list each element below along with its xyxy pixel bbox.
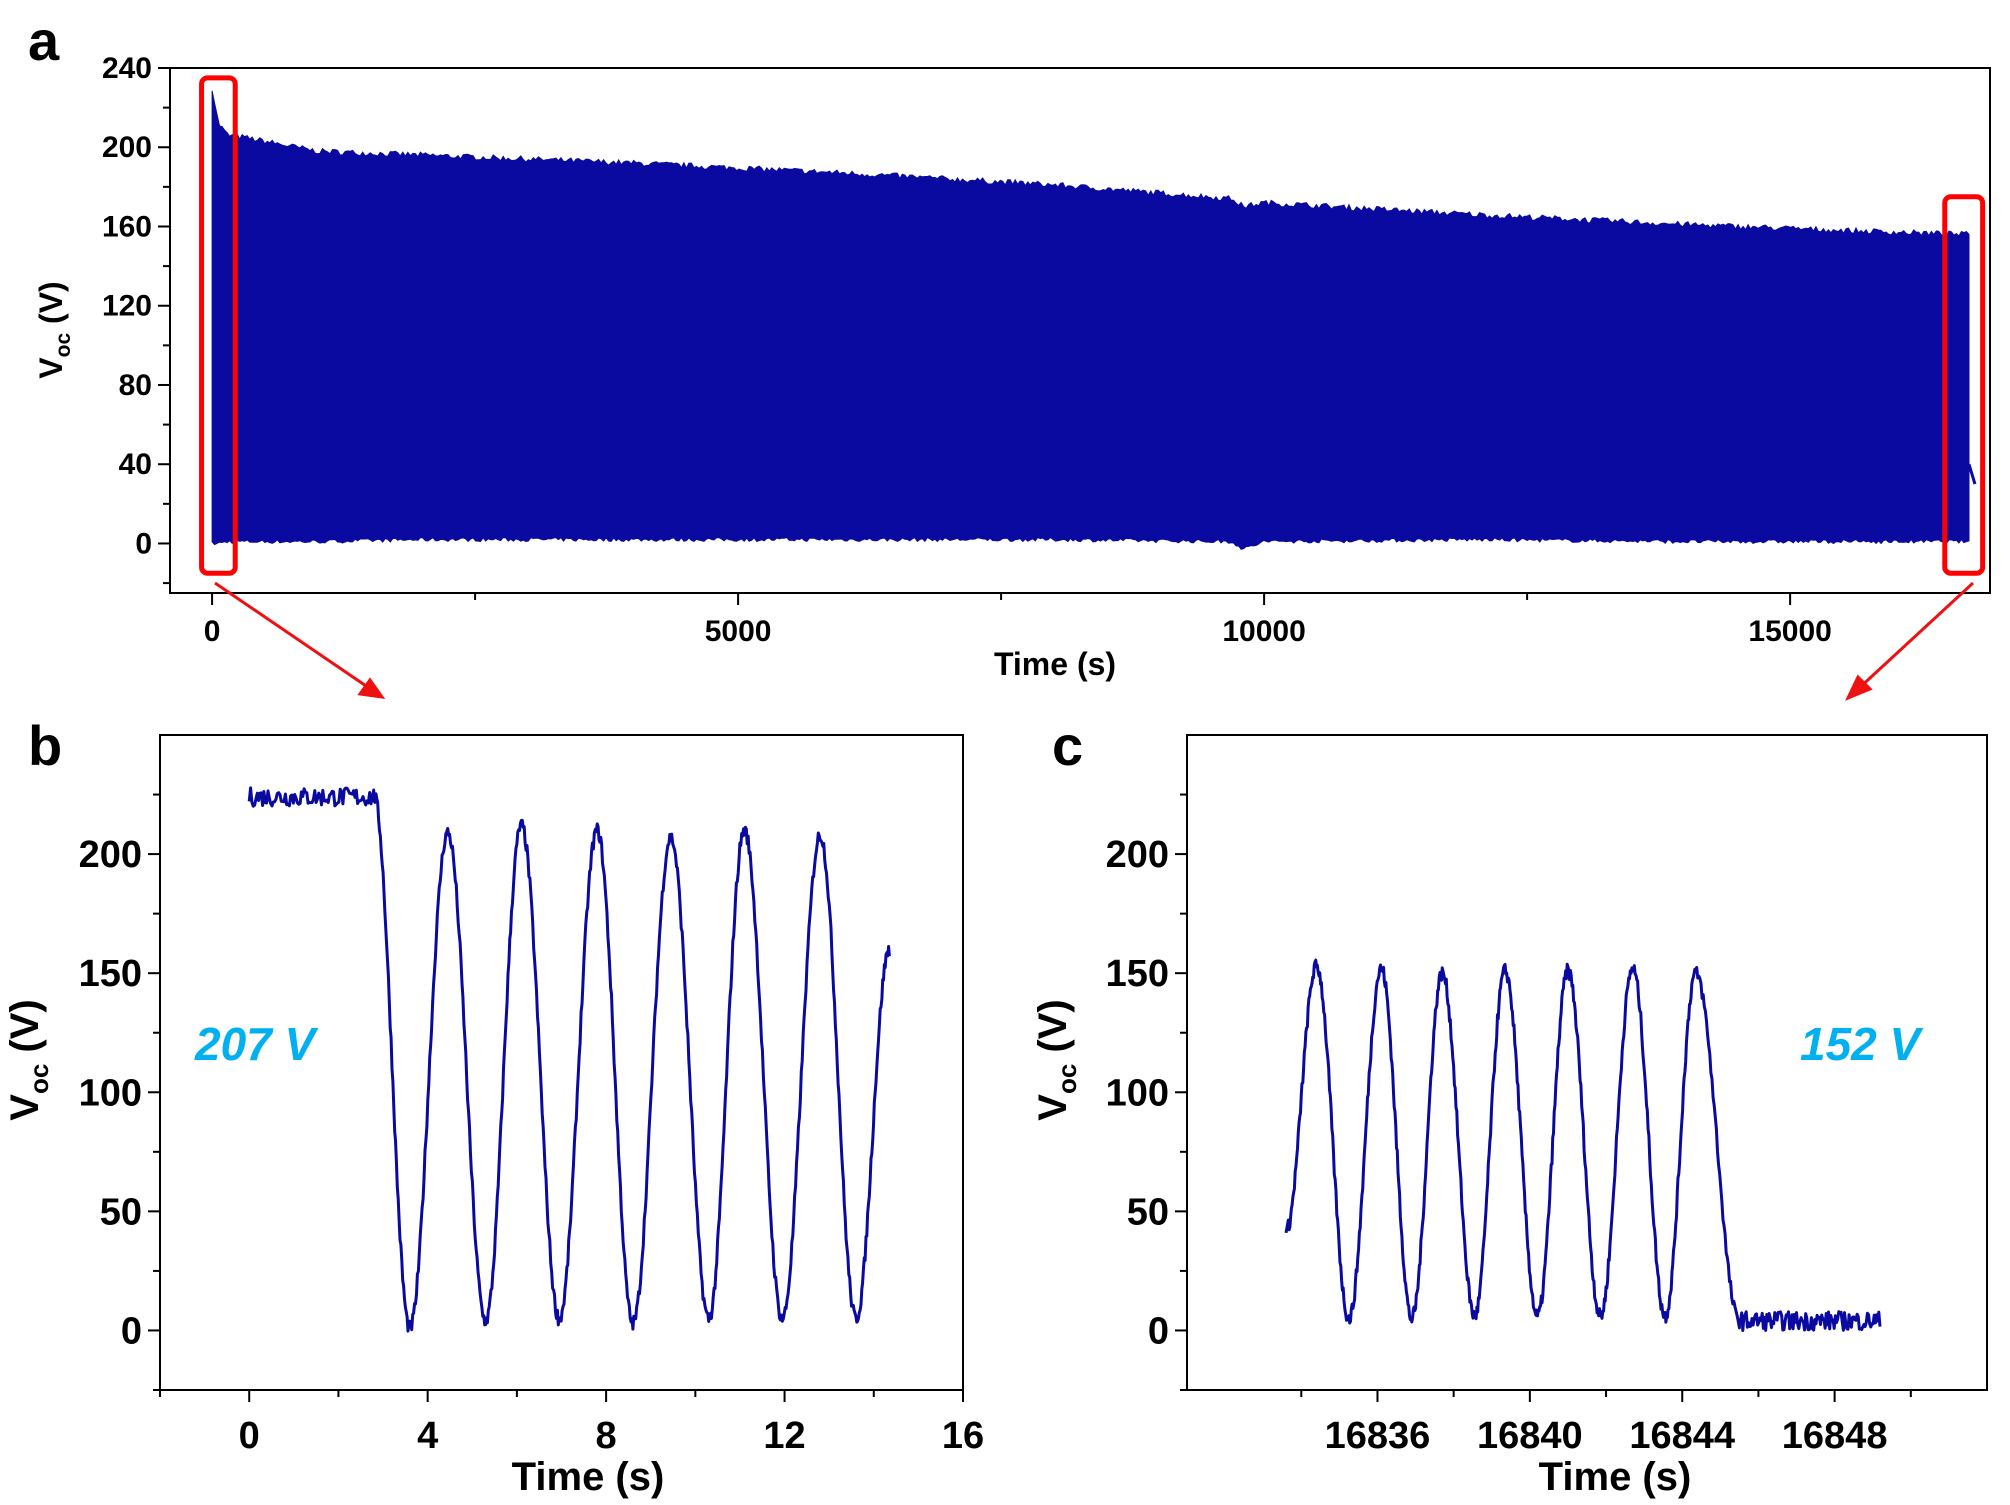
panel-letter-c: c	[1052, 714, 1083, 777]
panel-b-x-axis-label: Time (s)	[512, 1455, 665, 1499]
panel-a-data	[211, 90, 1977, 550]
panel-b-data	[247, 786, 891, 1333]
panel-a-tail	[1967, 463, 1977, 485]
panel-b-y-tick-label: 200	[79, 834, 142, 876]
panel-b-trace	[247, 786, 891, 1333]
panel-a-x-tick-label: 0	[204, 615, 221, 648]
panel-a-y-tick-label: 160	[102, 210, 152, 243]
panel-a-highlight-box	[1942, 194, 1986, 576]
zoom-arrow-left-head	[357, 677, 386, 699]
zoom-arrow-left	[214, 581, 373, 692]
panel-c-x-axis-label: Time (s)	[1539, 1455, 1692, 1499]
panel-b-y-label-main: V	[3, 1094, 47, 1121]
panel-a-y-axis-label: Voc (V)	[33, 281, 75, 378]
panel-a-y-tick-label: 80	[119, 369, 152, 402]
panel-c-y-tick-label: 100	[1106, 1072, 1169, 1114]
panel-c-plot: 16836 16840 16844 16848 0 50 100 150 200 152 V T…	[1031, 734, 1988, 1499]
panel-a-x-tick-label: 5000	[705, 615, 772, 648]
panel-b-y-axis-label: Voc (V)	[3, 999, 54, 1120]
panel-a-x-axis-label: Time (s)	[994, 646, 1116, 682]
panel-c-y-tick-label: 200	[1106, 834, 1169, 876]
panel-b-y-tick-label: 0	[121, 1310, 142, 1352]
panel-a-envelope	[211, 90, 1970, 550]
panel-a-y-label-sub: oc	[52, 333, 75, 358]
panel-c-ticks: 16836 16840 16844 16848 0 50 100 150 200	[1106, 793, 1912, 1457]
panel-c-y-axis-label: Voc (V)	[1031, 999, 1082, 1120]
panel-b-x-tick-label: 0	[239, 1415, 260, 1457]
panel-b-y-label-unit: (V)	[3, 999, 47, 1063]
panel-a-y-tick-label: 40	[119, 448, 152, 481]
panel-a-y-label-unit: (V)	[33, 281, 69, 333]
panel-a-highlight-box	[199, 75, 238, 576]
panel-a-y-tick-label: 120	[102, 290, 152, 323]
panel-a-y-tick-label: 0	[135, 527, 152, 560]
panel-a-plot: 0 5000 10000 15000 0 40 80 120 160 200 240 Time (s…	[33, 52, 1991, 682]
panel-c-y-tick-label: 0	[1148, 1310, 1169, 1352]
panel-b-y-label-sub: oc	[24, 1064, 54, 1094]
panel-c-data	[1284, 958, 1882, 1332]
panel-b-ticks: 0 4 8 12 16 0 50 100 150 200	[79, 793, 984, 1457]
panel-b-y-tick-label: 50	[100, 1191, 142, 1233]
panel-a-y-label-main: V	[33, 357, 69, 379]
panel-c-x-tick-label: 16840	[1477, 1415, 1583, 1457]
panel-c-y-tick-label: 150	[1106, 953, 1169, 995]
panel-b-annotation: 207 V	[194, 1018, 319, 1070]
panel-a-y-tick-label: 200	[102, 131, 152, 164]
panel-a-ticks: 0 5000 10000 15000 0 40 80 120 160 200 240	[102, 52, 1832, 648]
panel-letter-b: b	[28, 714, 62, 777]
panel-c-trace	[1284, 958, 1882, 1332]
panel-b-x-tick-label: 12	[763, 1415, 805, 1457]
panel-a-frame	[169, 67, 1991, 594]
panel-c-y-label-main: V	[1031, 1094, 1075, 1121]
panel-c-x-tick-label: 16844	[1629, 1415, 1735, 1457]
panel-b-y-tick-label: 100	[79, 1072, 142, 1114]
panel-c-x-tick-label: 16848	[1782, 1415, 1888, 1457]
panel-b-plot: 0 4 8 12 16 0 50 100 150 200 207 V Time (s) Voc (…	[3, 734, 984, 1499]
panel-a-highlight-boxes	[199, 75, 1986, 576]
panel-b-x-tick-label: 8	[596, 1415, 617, 1457]
panel-c-annotation: 152 V	[1800, 1018, 1924, 1070]
panel-b-frame	[159, 734, 964, 1391]
panel-c-frame	[1186, 734, 1988, 1391]
zoom-arrow-right	[1855, 581, 1975, 692]
panel-b-x-tick-label: 4	[417, 1415, 438, 1457]
panel-b-y-tick-label: 150	[79, 953, 142, 995]
panel-c-y-label-unit: (V)	[1031, 999, 1075, 1063]
zoom-arrows	[214, 581, 1975, 701]
panel-c-x-tick-label: 16836	[1325, 1415, 1431, 1457]
panel-c-y-tick-label: 50	[1127, 1191, 1169, 1233]
panel-b-x-tick-label: 16	[942, 1415, 984, 1457]
panel-c-y-label-sub: oc	[1052, 1064, 1082, 1094]
zoom-arrow-right-head	[1844, 674, 1873, 701]
panel-letter-a: a	[28, 9, 60, 72]
panel-a-x-tick-label: 15000	[1748, 615, 1831, 648]
panel-a-y-tick-label: 240	[102, 52, 152, 85]
panel-a-x-tick-label: 10000	[1222, 615, 1305, 648]
